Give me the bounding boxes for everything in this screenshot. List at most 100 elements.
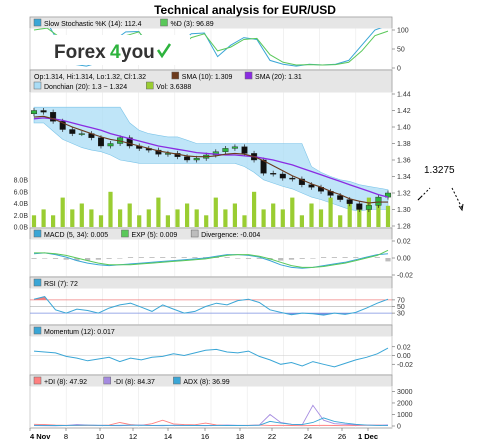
legend-label: MACD (5, 34): 0.005 (44, 232, 108, 239)
volume-bar (70, 209, 75, 227)
logo-text-you: you (121, 42, 155, 63)
y-tick-label: -0.02 (397, 362, 413, 369)
y-tick-label: 1.28 (397, 224, 411, 231)
divergence-bar (52, 258, 59, 259)
volume-tick-label: 8.0B (14, 178, 29, 185)
legend-label: SMA (10): 1.309 (182, 74, 233, 81)
legend-swatch (33, 278, 42, 287)
legend-label: Vol: 3.6388 (156, 84, 191, 91)
divergence-bar (310, 258, 316, 259)
y-tick-label: 30 (397, 311, 405, 318)
legend-swatch (33, 18, 42, 27)
legend-swatch (33, 326, 42, 335)
legend-label: Slow Stochastic %K (14): 112.4 (44, 21, 142, 28)
legend-label: ADX (8): 36.99 (183, 379, 229, 386)
annotation-arrow-down (451, 187, 463, 209)
candle-body (222, 148, 229, 152)
candle-body (279, 173, 286, 179)
divergence-bar (63, 258, 69, 260)
legend-swatch (190, 229, 199, 238)
candle-body (184, 156, 191, 161)
panel-header-price (30, 70, 392, 93)
divergence-bar (85, 258, 91, 261)
y-tick-label: 1.36 (397, 158, 411, 165)
volume-bar (156, 197, 161, 227)
annotation-arrow-up (417, 187, 431, 201)
y-tick-label: 0 (397, 66, 401, 73)
volume-bar (242, 215, 247, 228)
logo-text-forex: Forex (54, 42, 106, 63)
volume-bar (60, 197, 65, 227)
panel-header-stochastic (30, 17, 392, 29)
forex4you-logo: Forex 4 you (46, 35, 190, 65)
exp-line (34, 249, 389, 268)
volume-bar (137, 215, 142, 228)
x-tick-label: 16 (201, 432, 209, 441)
dmi-line-2 (33, 417, 389, 427)
candle-body (50, 111, 57, 122)
legend-label: Donchian (20): 1.3 ~ 1.324 (44, 84, 127, 91)
volume-bar (280, 209, 285, 227)
legend-swatch (244, 71, 253, 80)
price-annotation: 1.3275 (417, 165, 464, 212)
divergence-bar (138, 257, 144, 258)
volume-bar (385, 205, 391, 227)
x-tick-label: 8 (64, 432, 68, 441)
panel-header-dmi (30, 375, 392, 387)
candle-body (270, 172, 277, 175)
volume-bar (357, 209, 362, 227)
legend-label: +DI (8): 47.92 (44, 379, 87, 386)
candle-body (337, 195, 344, 200)
y-tick-label: 3000 (397, 389, 413, 396)
legend-label: %D (3): 96.89 (171, 21, 214, 28)
x-tick-label: 1 Dec (358, 432, 378, 441)
divergence-bar (278, 258, 284, 261)
candle-body (155, 149, 162, 155)
legend-label: RSI (7): 72 (44, 281, 78, 288)
y-tick-label: 1000 (397, 412, 413, 419)
y-tick-label: 50 (397, 304, 405, 311)
legend-label: -DI (8): 84.37 (114, 379, 155, 386)
divergence-bar (342, 257, 348, 258)
legend-label: Divergence: -0.004 (201, 232, 260, 239)
legend-label: SMA (20): 1.31 (255, 74, 302, 81)
divergence-bar (235, 258, 241, 259)
volume-bar (271, 203, 276, 227)
candle-body (308, 184, 315, 188)
x-tick-label: 10 (96, 432, 104, 441)
momentum-line (33, 347, 389, 368)
y-tick-label: 0.00 (397, 353, 411, 360)
divergence-bar (299, 258, 305, 259)
candle-body (298, 178, 305, 186)
divergence-bar (192, 257, 198, 258)
y-tick-label: 0.02 (397, 239, 411, 246)
candle-body (164, 153, 171, 155)
y-tick-label: 100 (397, 28, 409, 35)
candle-body (193, 158, 200, 161)
y-tick-label: 1.42 (397, 108, 411, 115)
divergence-bar (224, 257, 230, 258)
volume-bar (41, 209, 46, 227)
legend-swatch (173, 376, 181, 385)
y-tick-label: 50 (397, 47, 405, 54)
y-tick-label: 2000 (397, 400, 413, 407)
candle-body (231, 146, 238, 149)
volume-bar (318, 209, 324, 227)
legend-swatch (33, 81, 42, 90)
divergence-bar (42, 258, 48, 259)
sma20-line (33, 117, 389, 198)
volume-bar (175, 209, 180, 227)
x-tick-label: 26 (338, 432, 346, 441)
candle-body (346, 199, 353, 204)
volume-bar (89, 209, 94, 227)
volume-bar (299, 215, 304, 228)
divergence-bar (321, 257, 327, 258)
divergence-bar (74, 258, 80, 261)
volume-bar (79, 203, 84, 227)
y-tick-label: 1.44 (397, 92, 411, 99)
y-tick-label: -0.02 (397, 273, 413, 280)
legend-swatch (146, 81, 154, 90)
volume-bar (108, 191, 113, 228)
divergence-bar (31, 258, 37, 259)
